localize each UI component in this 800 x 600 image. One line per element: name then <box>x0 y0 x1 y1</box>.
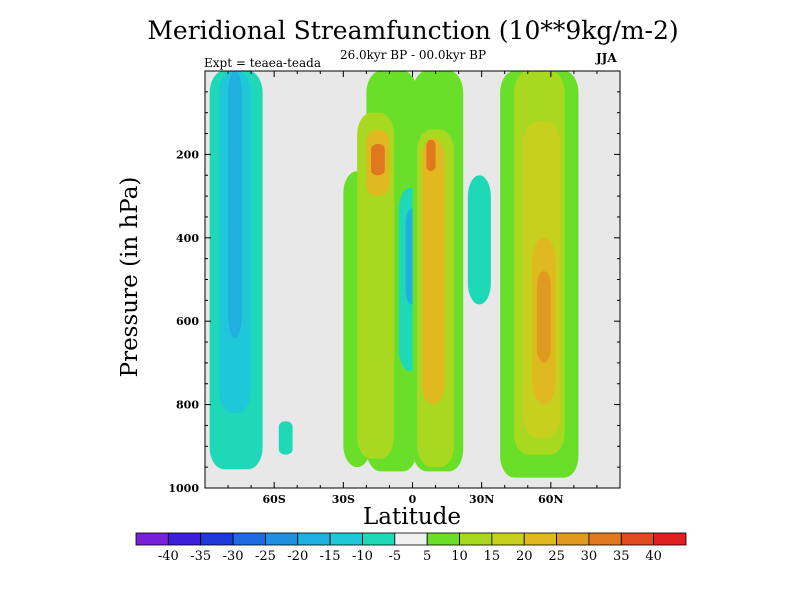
contour-region <box>426 139 436 172</box>
colorbar-box <box>491 532 525 546</box>
y-tick-label: 800 <box>176 399 199 412</box>
chart-title: Meridional Streamfunction (10**9kg/m-2) <box>147 16 679 45</box>
colorbar-label: 30 <box>581 549 598 564</box>
colorbar-box <box>653 532 687 546</box>
colorbar-label: 40 <box>645 549 662 564</box>
colorbar-label: 20 <box>516 549 533 564</box>
contour-region <box>421 137 445 405</box>
x-tick-label: 60S <box>263 493 286 506</box>
colorbar-label: 35 <box>613 549 630 564</box>
y-tick-label: 200 <box>176 148 199 161</box>
y-tick-label: 400 <box>176 232 199 245</box>
colorbar-label: -30 <box>223 549 244 564</box>
colorbar-box <box>620 532 655 546</box>
x-tick-label: 60N <box>538 493 563 506</box>
colorbar-box <box>232 532 266 546</box>
x-axis-label: Latitude <box>363 504 461 530</box>
colorbar-label: 10 <box>451 549 468 564</box>
colorbar-label: -15 <box>320 549 341 564</box>
colorbar-box <box>329 532 363 546</box>
experiment-label: Expt = teaea-teada <box>204 56 322 70</box>
chart-subtitle: 26.0kyr BP - 00.0kyr BP <box>339 48 487 62</box>
colorbar-label: -25 <box>255 549 276 564</box>
colorbar-box <box>265 532 299 546</box>
contour-region <box>537 271 551 363</box>
colorbar-box <box>135 532 169 546</box>
x-tick-label: 30S <box>332 493 355 506</box>
contour-region <box>278 421 293 455</box>
colorbar-label: -5 <box>388 549 401 564</box>
colorbar-box <box>297 532 331 546</box>
colorbar-box <box>426 532 460 546</box>
colorbar-label: 15 <box>484 549 501 564</box>
season-label: JJA <box>596 51 617 65</box>
colorbar-label: -10 <box>352 549 373 564</box>
colorbar-box <box>556 532 590 546</box>
x-tick-label: 30N <box>469 493 494 506</box>
contour-region <box>357 112 395 459</box>
contour-region <box>371 143 385 176</box>
contour-region <box>467 175 491 305</box>
colorbar-label: 5 <box>423 549 431 564</box>
contour-region <box>228 71 242 338</box>
colorbar-box <box>459 532 493 546</box>
colorbar-label: 25 <box>548 549 565 564</box>
colorbar-box <box>362 532 396 546</box>
y-tick-label: 600 <box>176 315 199 328</box>
colorbar-box <box>167 532 202 546</box>
colorbar-box <box>588 532 622 546</box>
colorbar-label: -40 <box>158 549 179 564</box>
colorbar-label: -20 <box>287 549 308 564</box>
colorbar-label: -35 <box>190 549 211 564</box>
y-tick-label: 1000 <box>168 482 199 495</box>
colorbar-box <box>523 532 557 546</box>
colorbar-box <box>394 532 428 546</box>
colorbar-box <box>200 532 234 546</box>
x-tick-label: 0 <box>409 493 417 506</box>
